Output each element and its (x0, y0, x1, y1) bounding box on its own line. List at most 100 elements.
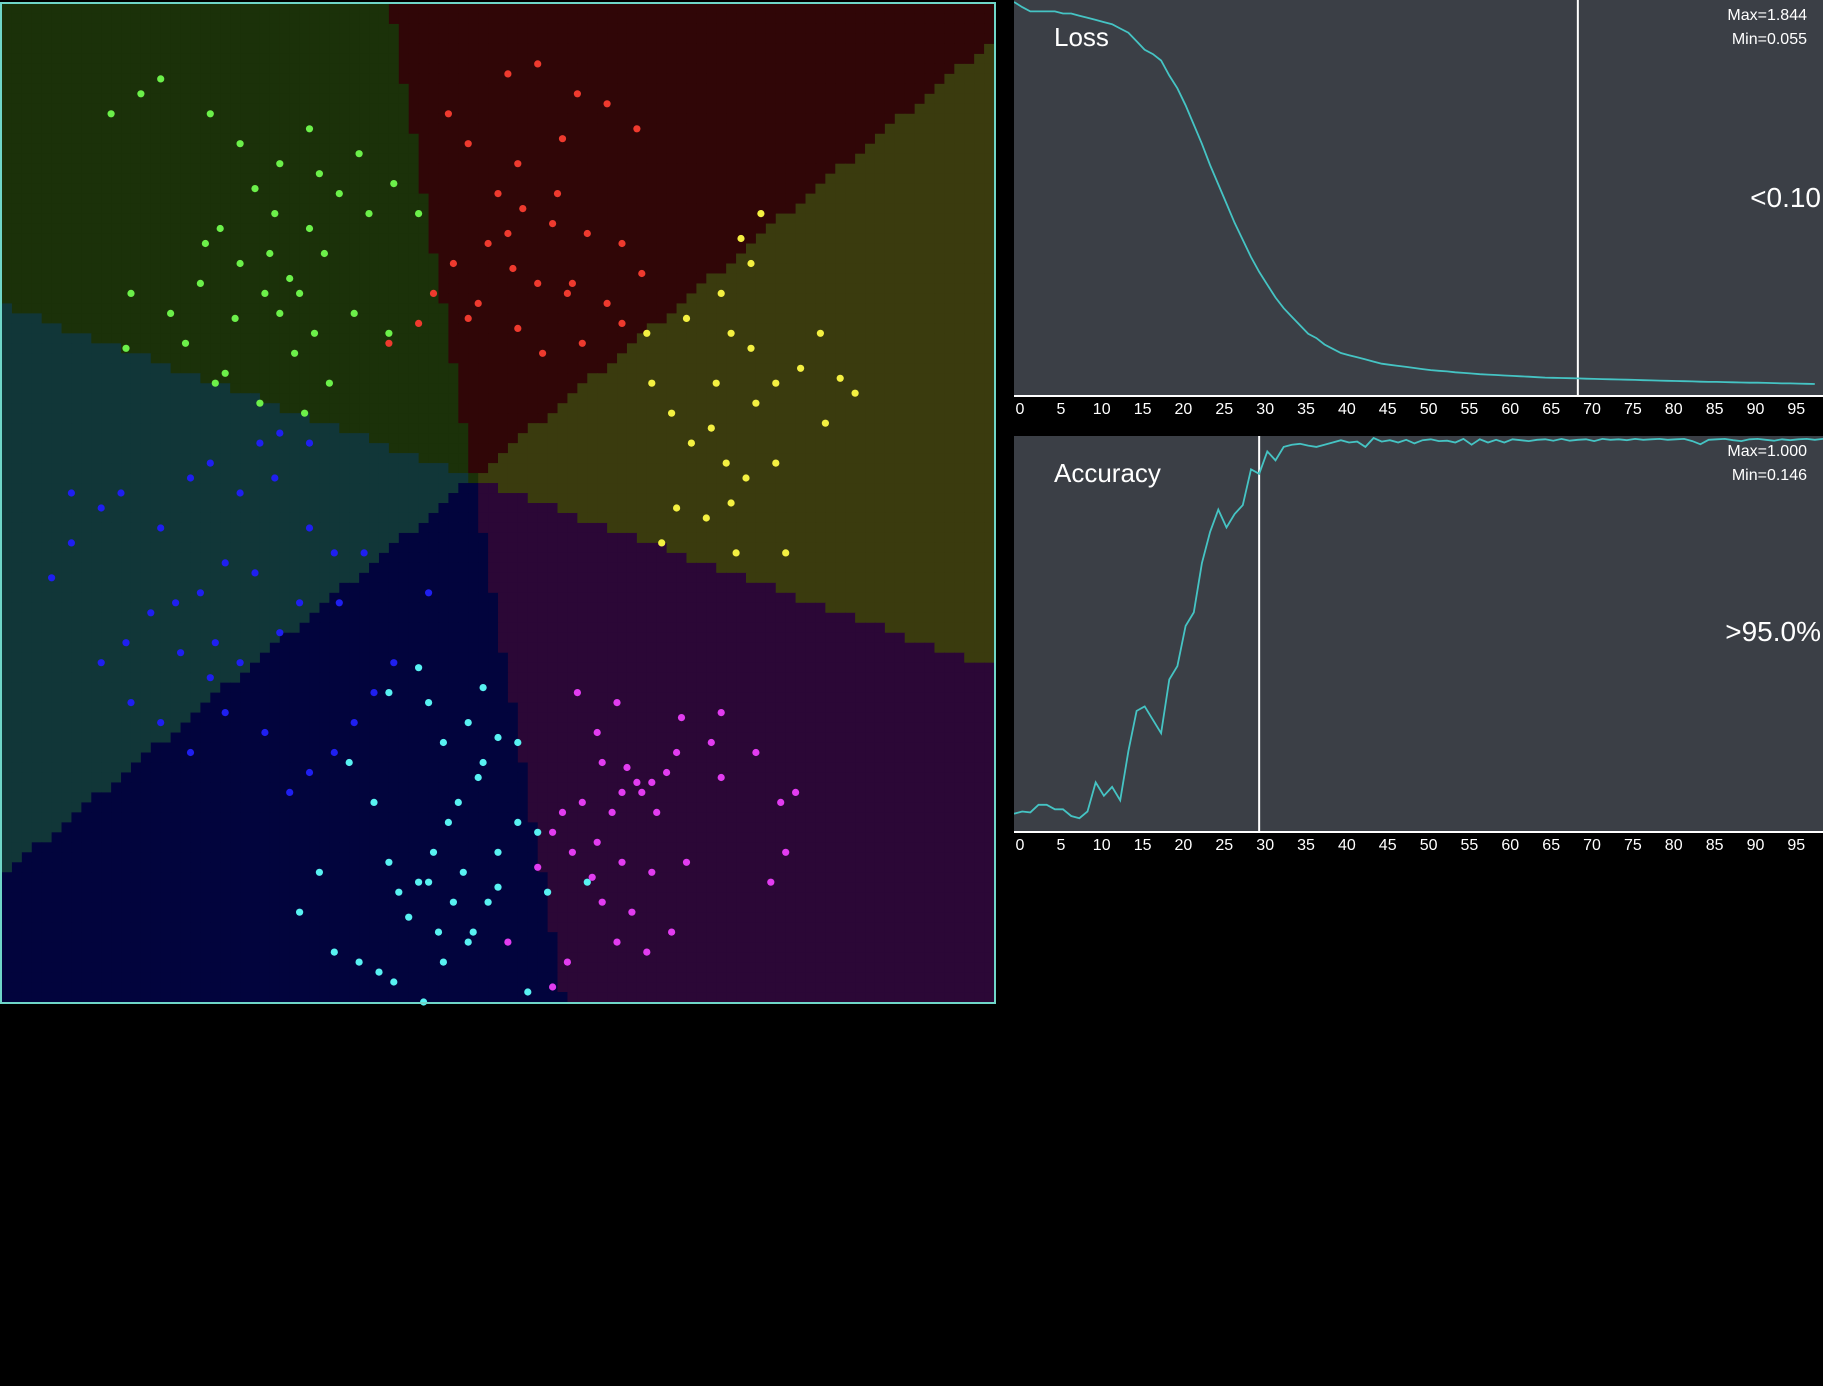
region-cell (865, 4, 876, 15)
region-cell (378, 223, 390, 235)
region-cell (250, 4, 261, 15)
region-cell (706, 453, 717, 464)
region-cell (775, 133, 787, 145)
region-cell (775, 473, 787, 484)
region-cell (369, 173, 380, 185)
region-cell (279, 453, 291, 464)
region-cell (418, 183, 430, 195)
region-cell (726, 93, 737, 105)
region-cell (884, 83, 896, 95)
region-cell (954, 63, 965, 75)
region-cell (418, 313, 430, 324)
region-cell (537, 463, 549, 474)
region-cell (626, 273, 638, 285)
region-cell (488, 53, 499, 65)
region-cell (448, 193, 459, 205)
region-cell (329, 463, 340, 474)
region-cell (478, 413, 489, 424)
region-cell (130, 273, 142, 285)
region-cell (517, 93, 529, 105)
region-cell (845, 53, 856, 65)
region-cell (835, 423, 846, 434)
region-cell (130, 253, 142, 265)
region-cell (924, 483, 936, 494)
region-cell (61, 443, 73, 454)
region-cell (438, 133, 449, 145)
region-cell (279, 393, 291, 404)
region-cell (289, 393, 301, 404)
region-cell (716, 383, 727, 394)
region-cell (547, 13, 559, 25)
region-cell (527, 363, 539, 374)
region-cell (61, 343, 73, 354)
region-cell (220, 423, 231, 434)
region-cell (408, 83, 420, 95)
region-cell (51, 303, 63, 314)
region-cell (577, 453, 588, 464)
region-cell (696, 333, 707, 344)
region-cell (250, 223, 261, 235)
region-cell (111, 273, 122, 285)
region-cell (150, 113, 162, 125)
region-cell (805, 53, 817, 65)
region-cell (765, 203, 777, 215)
region-cell (468, 153, 479, 165)
region-cell (279, 193, 291, 205)
region-cell (220, 373, 231, 384)
region-cell (418, 113, 430, 125)
region-cell (527, 233, 539, 245)
region-cell (478, 163, 489, 175)
region-cell (111, 403, 122, 414)
region-cell (468, 163, 479, 175)
region-cell (190, 193, 201, 205)
region-cell (696, 213, 707, 225)
region-cell (190, 323, 201, 334)
region-cell (557, 73, 569, 85)
region-cell (71, 73, 82, 85)
region-cell (676, 263, 688, 275)
region-cell (220, 403, 231, 414)
region-cell (388, 243, 400, 255)
region-cell (349, 63, 360, 75)
region-cell (547, 123, 559, 135)
region-cell (130, 483, 142, 494)
region-cell (130, 243, 142, 255)
region-cell (398, 213, 410, 225)
region-cell (646, 303, 658, 314)
region-cell (964, 93, 975, 105)
region-cell (359, 343, 370, 354)
region-cell (726, 363, 737, 374)
region-cell (91, 323, 102, 334)
region-cell (418, 153, 430, 165)
region-cell (359, 283, 370, 295)
region-cell (478, 363, 489, 374)
region-cell (855, 493, 866, 504)
region-cell (130, 13, 142, 25)
region-cell (121, 103, 132, 115)
region-cell (438, 363, 449, 374)
region-cell (507, 423, 519, 434)
region-cell (924, 423, 936, 434)
region-cell (845, 343, 856, 354)
region-cell (289, 23, 301, 35)
region-cell (984, 463, 995, 474)
region-cell (289, 383, 301, 394)
region-cell (398, 83, 410, 95)
region-cell (666, 233, 678, 245)
region-cell (894, 73, 906, 85)
region-cell (755, 323, 767, 334)
region-cell (240, 343, 251, 354)
region-cell (329, 123, 340, 135)
region-cell (61, 313, 73, 324)
region-cell (924, 63, 936, 75)
region-cell (398, 143, 410, 155)
region-cell (210, 483, 221, 494)
region-cell (706, 373, 717, 384)
region-cell (11, 493, 23, 504)
region-cell (865, 23, 876, 35)
region-cell (874, 133, 886, 145)
region-cell (984, 403, 995, 414)
region-cell (775, 353, 787, 364)
region-cell (755, 313, 767, 324)
region-cell (924, 383, 936, 394)
